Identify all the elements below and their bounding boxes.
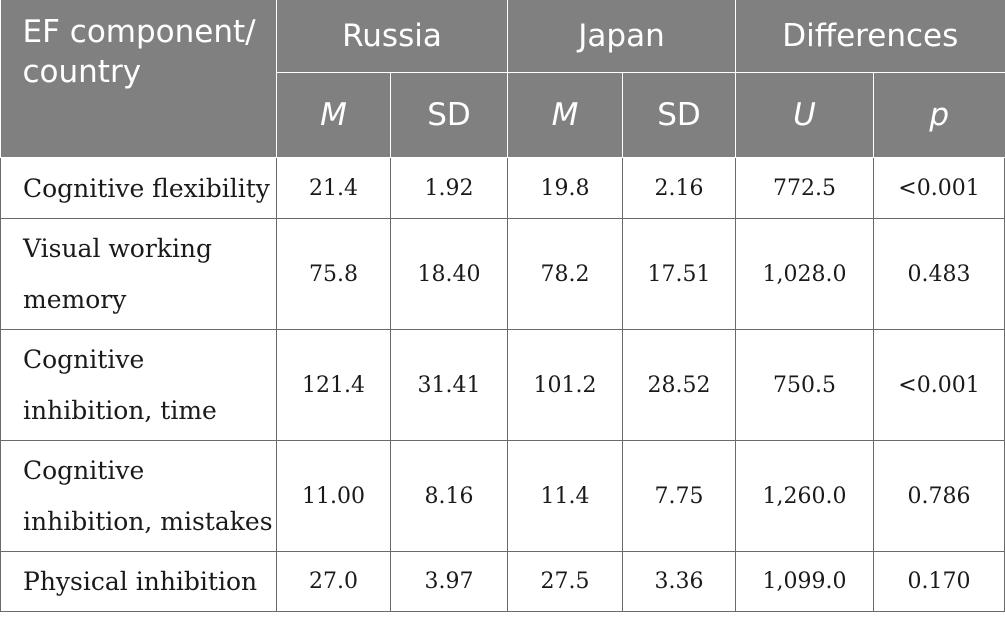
cell-japan-sd: 3.36: [622, 551, 736, 612]
table-row: Visual working memory 75.8 18.40 78.2 17…: [0, 218, 1005, 330]
subheader-russia-sd: SD: [390, 72, 508, 158]
cell-differences-p: 0.170: [873, 551, 1005, 612]
subheader-russia-m: M: [276, 72, 391, 158]
table-row: Cognitive inhibition, mistakes 11.00 8.1…: [0, 440, 1005, 552]
row-label: Cognitive inhibition, mistakes: [0, 440, 277, 552]
cell-russia-m: 27.0: [276, 551, 391, 612]
cell-differences-p: <0.001: [873, 329, 1005, 441]
cell-japan-m: 19.8: [507, 157, 623, 219]
cell-russia-sd: 18.40: [390, 218, 508, 330]
cell-russia-m: 11.00: [276, 440, 391, 552]
subheader-japan-sd: SD: [622, 72, 736, 158]
cell-differences-u: 750.5: [735, 329, 874, 441]
cell-differences-u: 1,028.0: [735, 218, 874, 330]
row-label: Visual working memory: [0, 218, 277, 330]
subheader-japan-m: M: [507, 72, 623, 158]
cell-russia-sd: 3.97: [390, 551, 508, 612]
group-header-differences: Differences: [735, 0, 1005, 73]
cell-japan-sd: 7.75: [622, 440, 736, 552]
cell-japan-sd: 17.51: [622, 218, 736, 330]
group-header-russia: Russia: [276, 0, 508, 73]
group-header-japan: Japan: [507, 0, 736, 73]
cell-russia-sd: 31.41: [390, 329, 508, 441]
cell-russia-sd: 1.92: [390, 157, 508, 219]
cell-differences-u: 772.5: [735, 157, 874, 219]
cell-japan-m: 101.2: [507, 329, 623, 441]
row-label: Physical inhibition: [0, 551, 277, 612]
cell-russia-m: 75.8: [276, 218, 391, 330]
cell-japan-m: 11.4: [507, 440, 623, 552]
subheader-differences-u: U: [735, 72, 874, 158]
cell-russia-sd: 8.16: [390, 440, 508, 552]
cell-russia-m: 21.4: [276, 157, 391, 219]
table-body: Cognitive flexibility 21.4 1.92 19.8 2.1…: [0, 157, 1005, 612]
table-row: Cognitive inhibition, time 121.4 31.41 1…: [0, 329, 1005, 441]
cell-japan-m: 78.2: [507, 218, 623, 330]
header-row-groups: EF component/ country Russia Japan Diffe…: [0, 0, 1005, 158]
row-label: Cognitive flexibility: [0, 157, 277, 219]
table-row: Cognitive flexibility 21.4 1.92 19.8 2.1…: [0, 157, 1005, 219]
cell-differences-p: 0.786: [873, 440, 1005, 552]
table-header: EF component/ country Russia Japan Diffe…: [0, 0, 1005, 158]
row-label: Cognitive inhibition, time: [0, 329, 277, 441]
table-row: Physical inhibition 27.0 3.97 27.5 3.36 …: [0, 551, 1005, 612]
cell-differences-p: 0.483: [873, 218, 1005, 330]
cell-differences-u: 1,260.0: [735, 440, 874, 552]
cell-japan-m: 27.5: [507, 551, 623, 612]
cell-japan-sd: 2.16: [622, 157, 736, 219]
corner-header: EF component/ country: [0, 0, 277, 158]
cell-russia-m: 121.4: [276, 329, 391, 441]
ef-comparison-table: EF component/ country Russia Japan Diffe…: [0, 0, 1005, 612]
header-row-subheaders: M SD M SD U p: [1, 72, 1005, 158]
subheader-differences-p: p: [873, 72, 1005, 158]
cell-differences-u: 1,099.0: [735, 551, 874, 612]
cell-japan-sd: 28.52: [622, 329, 736, 441]
cell-differences-p: <0.001: [873, 157, 1005, 219]
